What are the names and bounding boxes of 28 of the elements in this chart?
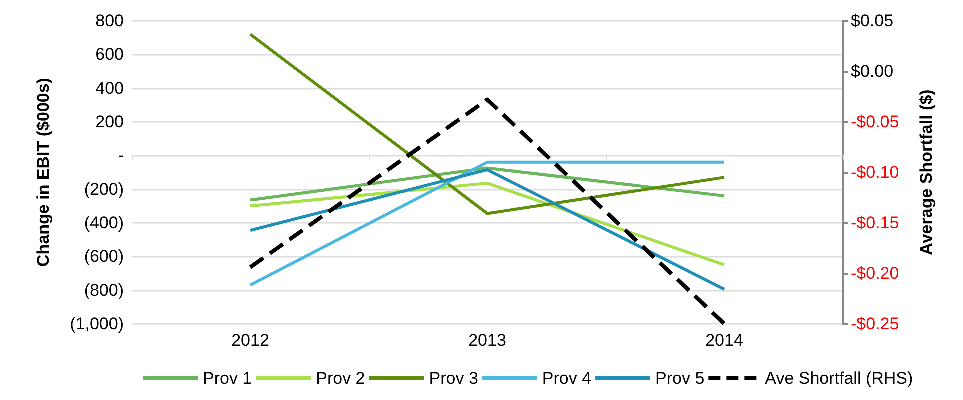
y-tick-label: (400)	[84, 214, 124, 232]
legend-label: Prov 3	[429, 369, 478, 388]
y-tick-label: 200	[96, 112, 124, 132]
y2-tick-label: -$0.10	[851, 163, 900, 182]
y-tick-label: 800	[96, 12, 124, 30]
y-tick-label: (1,000)	[70, 314, 124, 334]
y-tick-label: -	[118, 146, 124, 166]
legend-label: Prov 5	[656, 369, 705, 388]
y-tick-label: 400	[96, 78, 124, 98]
y2-tick-label: -$0.05	[851, 112, 900, 132]
y2-tick-label: -$0.15	[851, 214, 900, 232]
y-tick-label: (800)	[84, 280, 124, 300]
y2-tick-label: $0.00	[851, 62, 894, 81]
x-tick-label: 2013	[468, 331, 506, 350]
y2-axis-title: Average Shortfall ($)	[917, 90, 936, 256]
x-tick-label: 2014	[706, 331, 744, 350]
x-tick-label: 2012	[232, 331, 270, 350]
y-tick-label: (600)	[84, 247, 124, 266]
y-tick-label: 600	[96, 45, 124, 64]
legend-label: Prov 4	[542, 369, 592, 388]
legend-label: Prov 1	[203, 369, 252, 388]
y2-tick-label: -$0.20	[851, 264, 900, 283]
y2-tick-label: -$0.25	[851, 314, 900, 334]
y2-tick-label: $0.05	[851, 12, 894, 30]
legend-label: Ave Shortfall (RHS)	[765, 369, 914, 388]
legend-label: Prov 2	[316, 369, 366, 388]
y-axis-title: Change in EBIT ($000s)	[34, 78, 53, 267]
y-tick-label: (200)	[84, 180, 124, 199]
